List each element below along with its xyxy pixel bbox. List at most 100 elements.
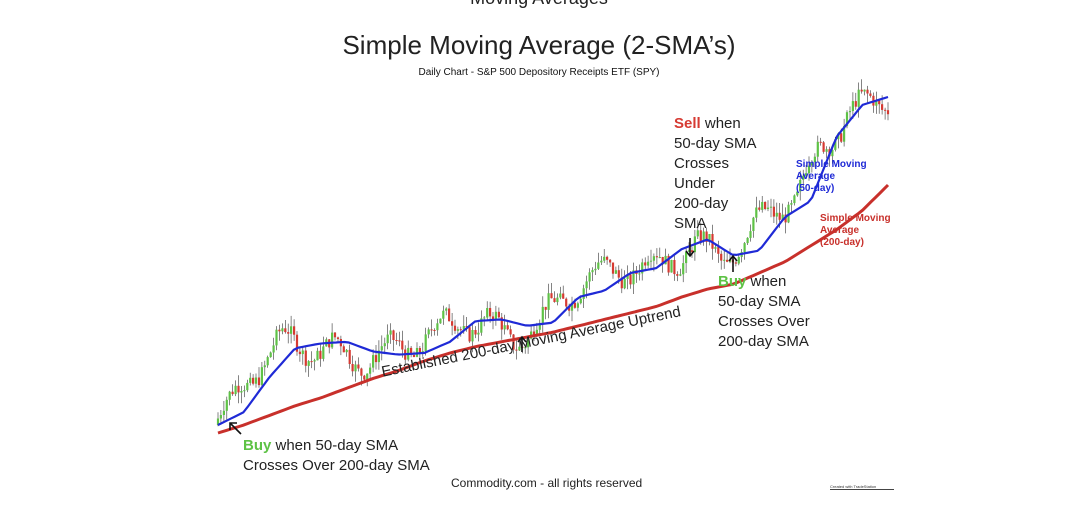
price-bar	[345, 349, 348, 353]
price-bar	[781, 214, 784, 220]
price-bar	[807, 165, 811, 174]
price-bar	[620, 277, 623, 289]
price-bar	[298, 351, 301, 355]
price-bar	[331, 332, 334, 348]
price-bar	[696, 230, 699, 237]
price-bar	[875, 100, 878, 106]
price-bar	[480, 318, 483, 333]
price-bar	[816, 141, 819, 157]
price-bar	[845, 112, 849, 127]
price-bar	[582, 288, 585, 299]
cut-off-heading: Moving Averages	[0, 0, 1078, 9]
price-bar	[647, 261, 650, 266]
price-bar	[436, 323, 439, 331]
price-bar	[603, 256, 606, 261]
price-bar	[854, 101, 857, 107]
arrow-sell	[685, 238, 695, 258]
price-bar	[366, 373, 369, 380]
price-bar	[746, 237, 749, 244]
price-bar	[541, 306, 544, 323]
price-bar	[295, 334, 299, 352]
price-bar	[690, 250, 694, 253]
price-bar	[682, 263, 685, 275]
price-bar	[269, 352, 272, 358]
price-bar	[550, 293, 553, 299]
price-bar	[468, 327, 471, 342]
price-bar	[278, 329, 281, 332]
price-bar	[831, 149, 834, 157]
price-bar	[453, 325, 457, 331]
price-bar	[749, 231, 752, 238]
price-bar	[752, 217, 755, 231]
price-bar	[503, 325, 506, 330]
sell-text-1: when	[700, 115, 741, 132]
sma-200-label-line1: Simple Moving	[820, 213, 891, 224]
price-bar	[761, 202, 764, 210]
price-bar	[805, 173, 808, 176]
price-bar	[799, 179, 802, 192]
price-bar	[354, 364, 357, 372]
price-bar	[568, 306, 571, 311]
price-bar	[559, 293, 562, 298]
price-bar	[336, 337, 340, 339]
chart-subtitle: Daily Chart - S&P 500 Depository Receipt…	[418, 67, 660, 78]
price-bar	[652, 256, 655, 261]
price-bar	[497, 311, 500, 318]
price-bar	[459, 329, 462, 331]
price-bar	[734, 262, 737, 264]
sell-text-5: 200-day	[674, 195, 729, 212]
buy-text-1b: Crosses Over 200-day SMA	[243, 457, 430, 474]
price-bar	[644, 262, 647, 266]
price-bar	[576, 303, 579, 308]
price-bars	[216, 79, 890, 427]
price-bar	[257, 377, 261, 386]
price-bar	[389, 330, 392, 335]
price-bar	[881, 104, 884, 110]
price-bar	[670, 260, 673, 273]
price-bar	[360, 368, 363, 376]
price-bar	[316, 350, 319, 361]
price-bar	[310, 361, 313, 363]
price-bar	[717, 247, 720, 254]
buy-word-1: Buy	[243, 437, 272, 454]
price-bar	[685, 251, 688, 264]
price-bar	[477, 332, 480, 335]
price-bar	[471, 330, 474, 342]
price-bar	[307, 361, 310, 366]
price-bar	[606, 256, 609, 260]
sma-200-label: Simple Moving Average (200-day)	[820, 213, 891, 249]
price-bar	[699, 230, 702, 242]
price-bar	[448, 308, 451, 322]
price-bar	[886, 110, 890, 115]
buy-text-2a: when	[746, 273, 787, 290]
price-bar	[764, 202, 767, 209]
price-bar	[591, 270, 594, 273]
price-bar	[772, 206, 775, 217]
sma-50-line	[217, 95, 889, 426]
price-bar	[427, 329, 430, 335]
price-bar	[863, 89, 866, 92]
annotation-arrows	[229, 238, 738, 435]
price-bar	[216, 418, 220, 425]
price-bar	[857, 89, 860, 107]
price-bar	[617, 270, 620, 278]
price-bar	[790, 203, 793, 205]
price-bar	[737, 256, 740, 264]
price-bar	[676, 274, 679, 276]
price-bar	[246, 382, 249, 391]
price-bar	[290, 326, 293, 334]
price-bar	[351, 364, 354, 372]
price-bar	[641, 262, 644, 274]
price-bar	[579, 298, 582, 304]
price-bar	[565, 298, 568, 307]
price-bar	[512, 334, 515, 350]
price-bar	[275, 329, 278, 346]
buy-annotation-2: Buy when 50-day SMA Crosses Over 200-day…	[718, 272, 810, 352]
buy-text-1a: when 50-day SMA	[271, 437, 399, 454]
price-bar	[723, 259, 726, 261]
price-bar	[386, 334, 389, 344]
price-bar	[357, 364, 360, 369]
buy-text-2c: Crosses Over	[718, 313, 810, 330]
price-bar	[284, 328, 287, 333]
